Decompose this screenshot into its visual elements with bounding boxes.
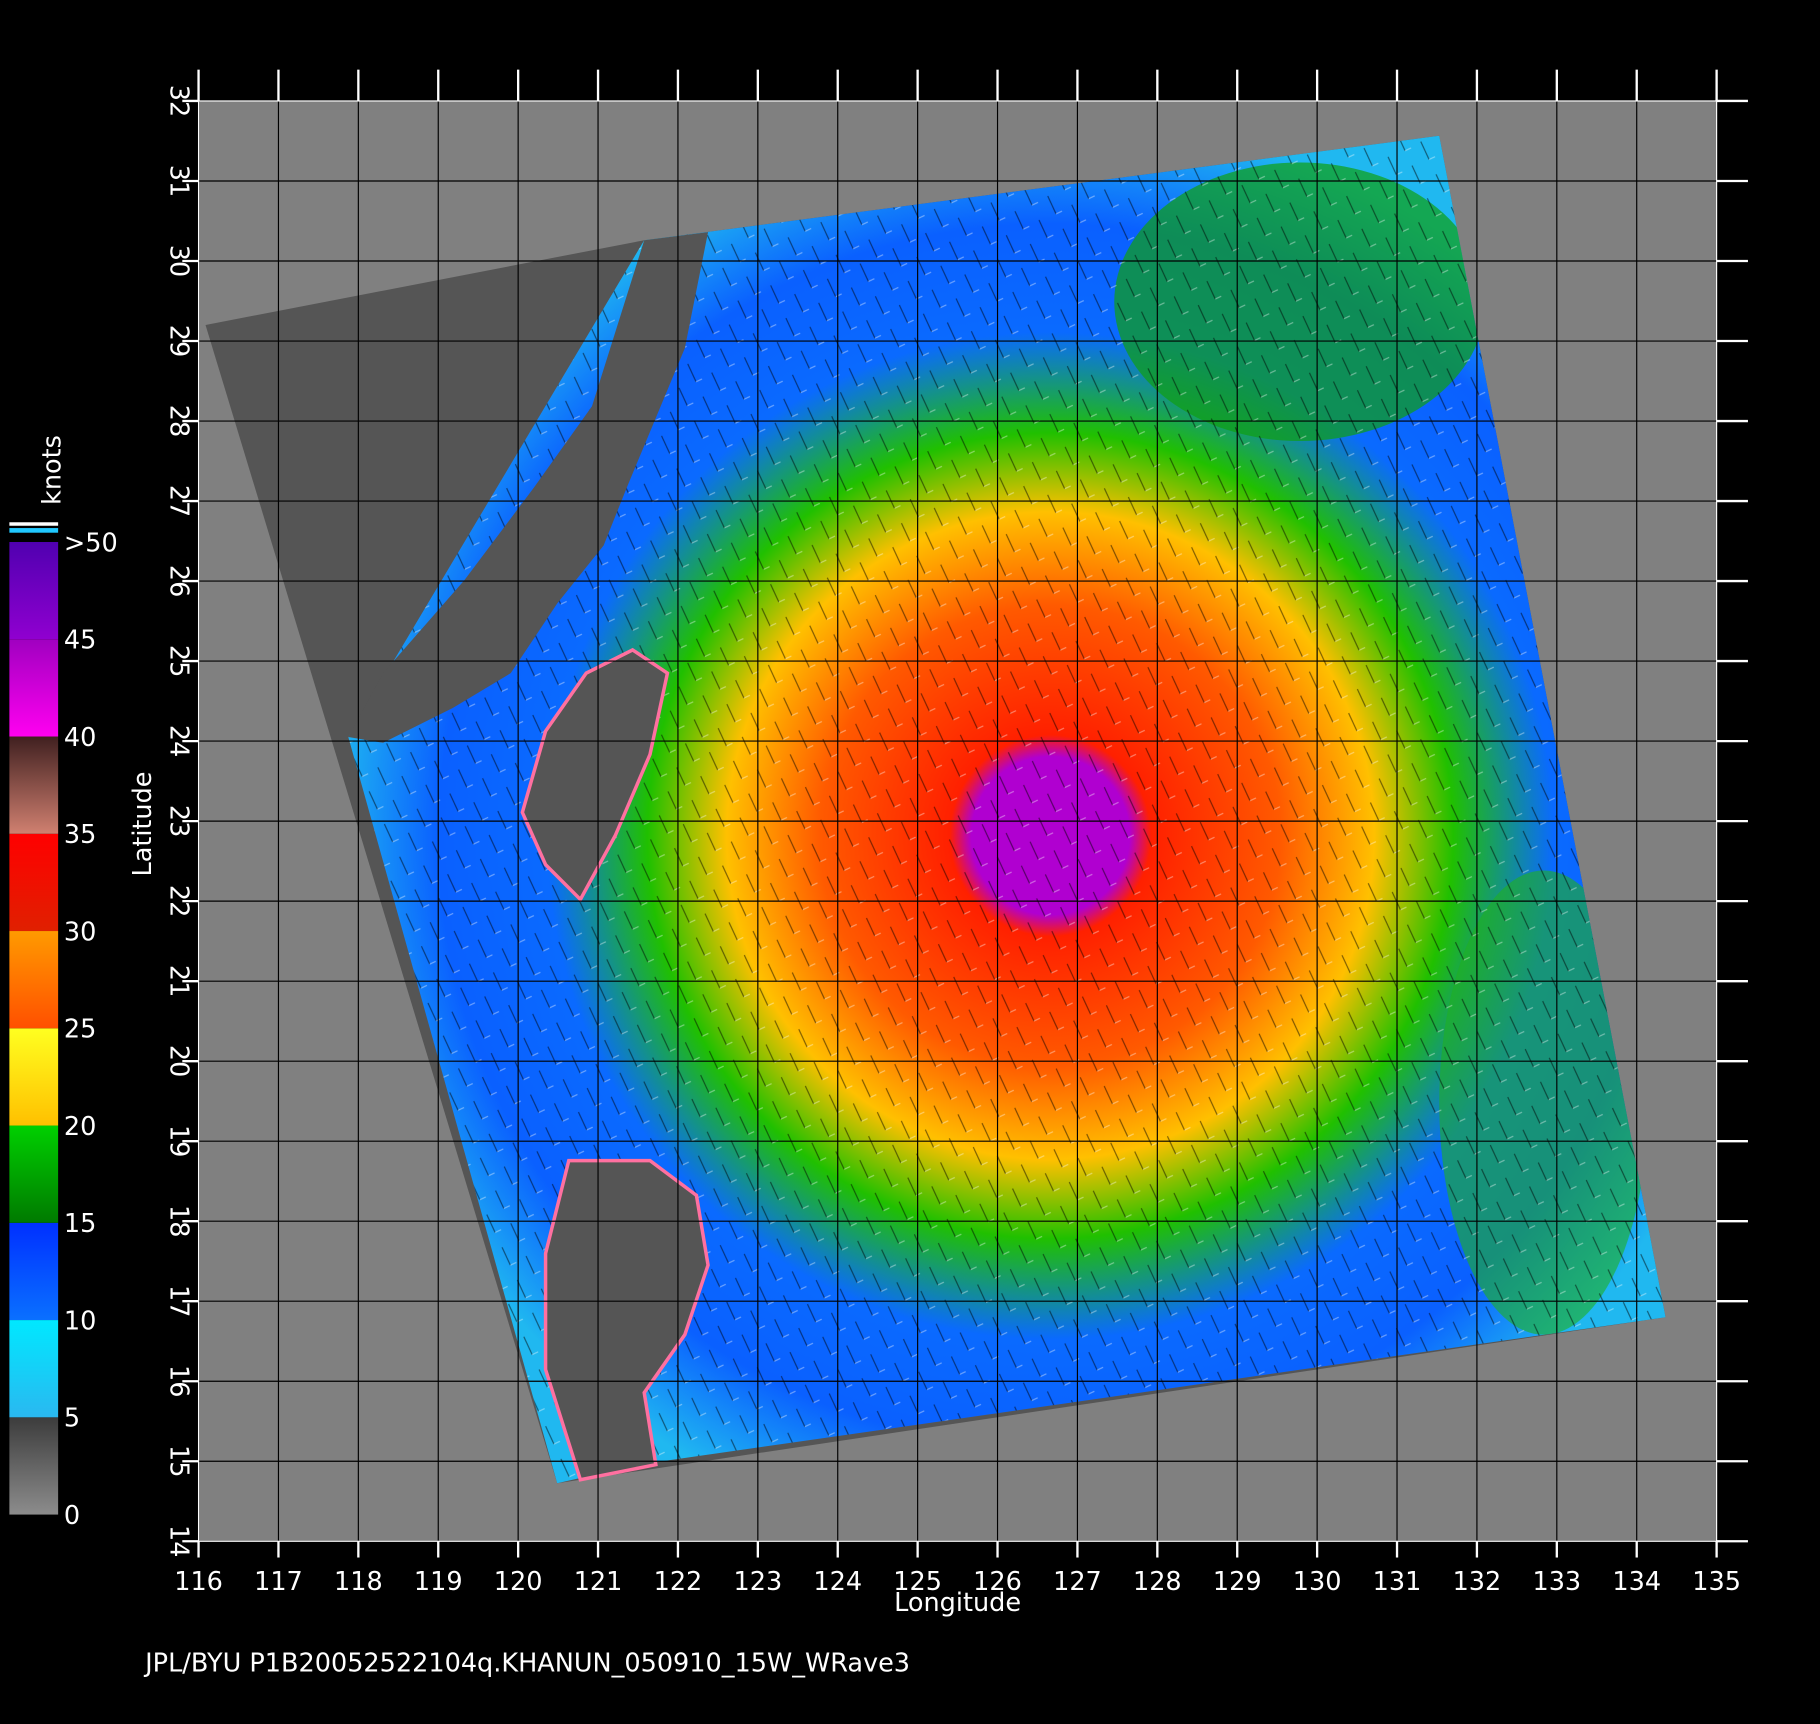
colorbar-label: 25 [64, 1015, 96, 1045]
x-tick-label: 133 [1532, 1567, 1581, 1597]
x-axis-label: Longitude [894, 1588, 1021, 1618]
colorbar-cap [9, 528, 59, 533]
footer: JPL/BYU P1B20052522104q.KHANUN_050910_15… [143, 1648, 910, 1678]
y-tick-label: 17 [164, 1285, 194, 1317]
colorbar-band [9, 1417, 59, 1515]
colorbar-label: 30 [64, 917, 96, 947]
colorbar-label: 15 [64, 1209, 96, 1239]
y-tick-label: 14 [164, 1525, 194, 1557]
y-tick-label: 21 [164, 965, 194, 997]
x-tick-label: 128 [1133, 1567, 1182, 1597]
x-tick-label: 116 [174, 1567, 223, 1597]
x-tick-label: 135 [1692, 1567, 1741, 1597]
taiwan [520, 647, 670, 903]
x-tick-label: 131 [1373, 1567, 1422, 1597]
x-tick-label: 120 [494, 1567, 543, 1597]
plot-frame [197, 100, 1718, 1542]
x-tick-label: 123 [733, 1567, 782, 1597]
luzon [543, 1158, 710, 1482]
colorbar-label: 20 [64, 1112, 96, 1142]
y-tick-label: 20 [164, 1045, 194, 1077]
y-tick-label: 28 [164, 405, 194, 437]
y-tick-label: 26 [164, 565, 194, 597]
y-tick-label: 22 [164, 885, 194, 917]
x-tick-label: 118 [334, 1567, 383, 1597]
y-tick-label: 30 [164, 245, 194, 277]
x-tick-label: 117 [254, 1567, 303, 1597]
y-tick-label: 25 [164, 645, 194, 677]
colorbar-label: 35 [64, 820, 96, 850]
x-tick-label: 134 [1612, 1567, 1661, 1597]
colorbar-band [9, 736, 59, 834]
y-tick-label: 19 [164, 1125, 194, 1157]
x-tick-label: 121 [574, 1567, 623, 1597]
x-tick-label: 129 [1213, 1567, 1262, 1597]
colorbar-label: 10 [64, 1306, 96, 1336]
colorbar-band [9, 541, 59, 640]
y-tick-label: 16 [164, 1365, 194, 1397]
y-tick-label: 31 [164, 165, 194, 197]
colorbar-band [9, 639, 59, 737]
x-tick-label: 125 [893, 1567, 942, 1597]
y-axis-label: Latitude [128, 772, 158, 877]
x-tick-label: 132 [1453, 1567, 1502, 1597]
x-tick-label: 124 [813, 1567, 862, 1597]
colorbar-label: 0 [64, 1501, 80, 1531]
x-tick-label: 127 [1053, 1567, 1102, 1597]
y-tick-label: 18 [164, 1205, 194, 1237]
y-tick-label: 29 [164, 325, 194, 357]
y-tick-label: 23 [164, 805, 194, 837]
colorbar-cap [9, 522, 59, 526]
colorbar-label: >50 [64, 528, 118, 558]
colorbar-title: knots [37, 435, 67, 505]
colorbar-band [9, 1125, 59, 1223]
colorbar-label: 40 [64, 723, 96, 753]
colorbar-band [9, 833, 59, 932]
x-tick-label: 130 [1293, 1567, 1342, 1597]
colorbar-label: 45 [64, 626, 96, 656]
colorbar-label: 5 [64, 1404, 80, 1434]
y-tick-label: 24 [164, 725, 194, 757]
y-tick-label: 27 [164, 485, 194, 517]
colorbar-band [9, 931, 59, 1029]
y-tick-label: 15 [164, 1445, 194, 1477]
colorbar-band [9, 1028, 59, 1126]
x-tick-label: 122 [654, 1567, 703, 1597]
colorbar-band [9, 1222, 59, 1321]
y-tick-label: 32 [164, 85, 194, 117]
colorbar-band [9, 1320, 59, 1418]
x-tick-label: 119 [414, 1567, 463, 1597]
x-tick-label: 126 [973, 1567, 1022, 1597]
